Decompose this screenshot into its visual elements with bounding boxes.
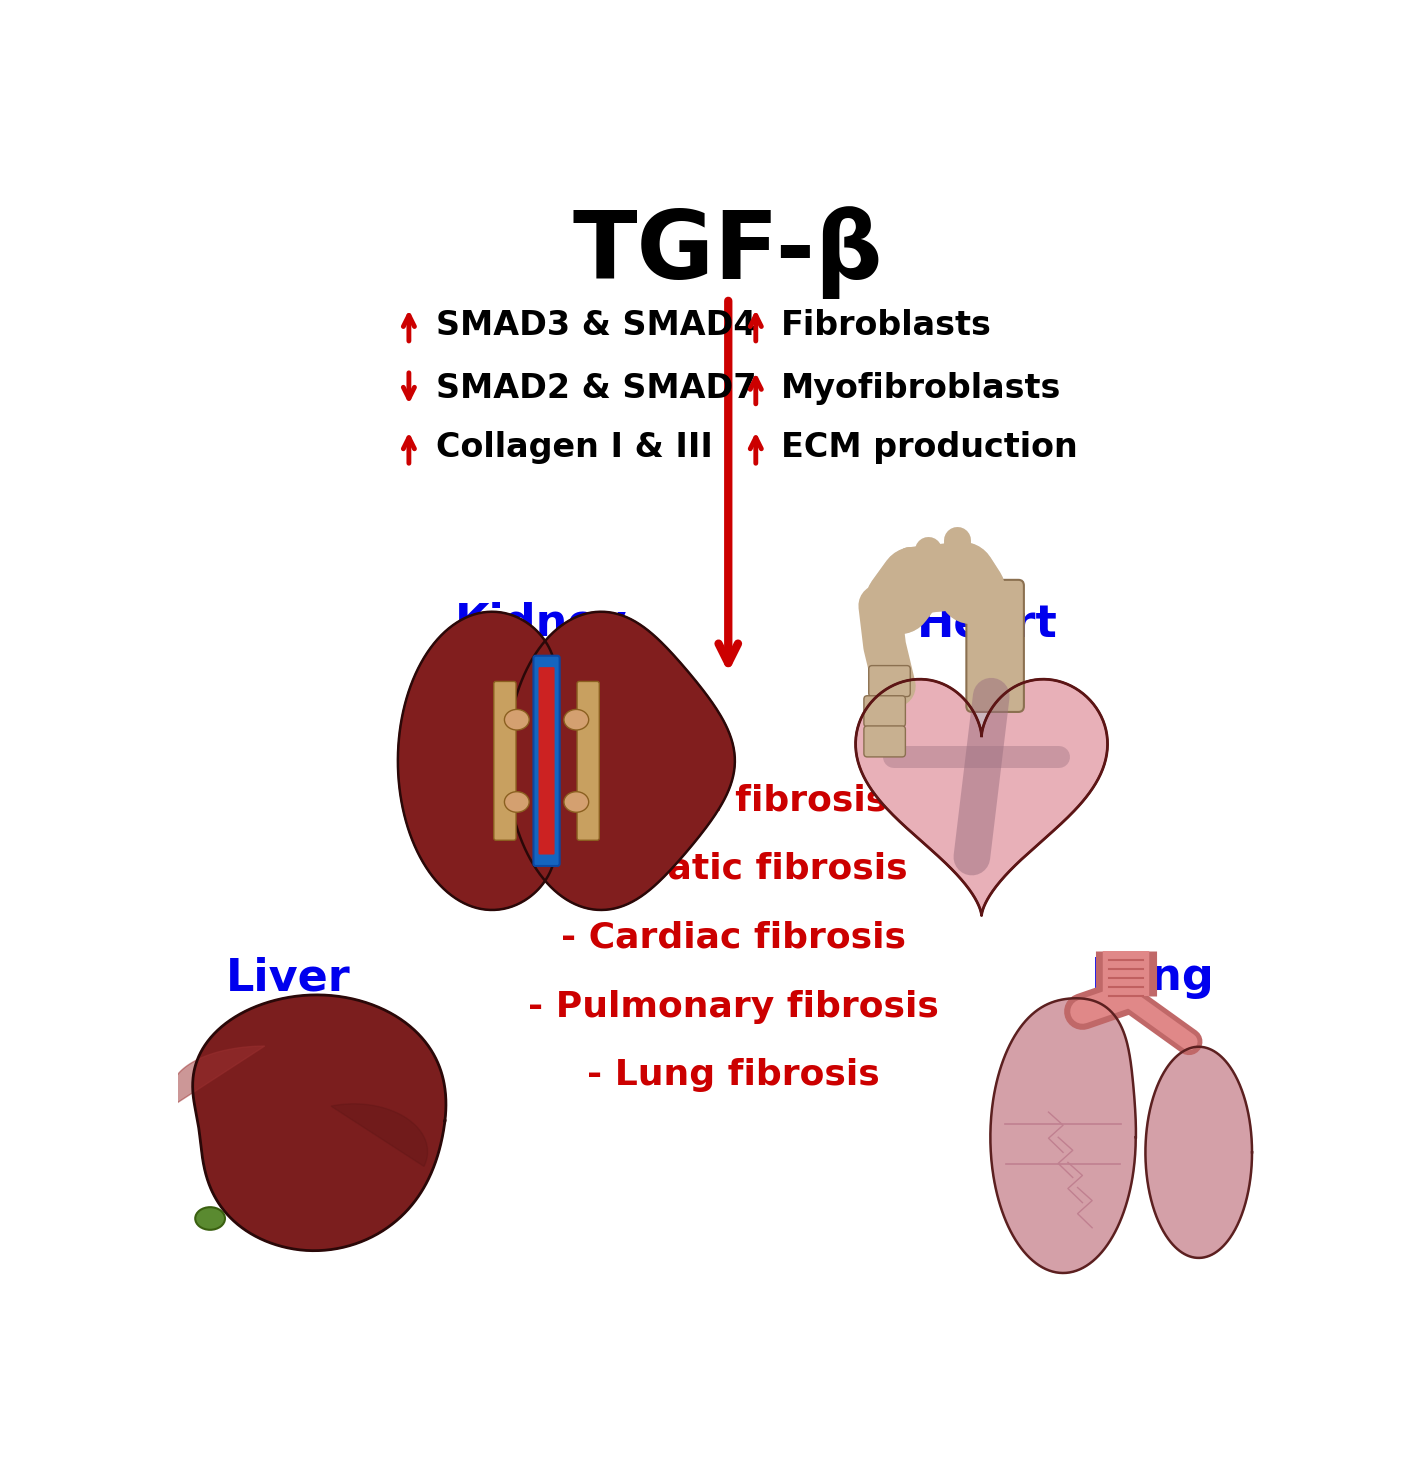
Ellipse shape bbox=[564, 709, 588, 730]
Ellipse shape bbox=[504, 709, 529, 730]
Ellipse shape bbox=[504, 791, 529, 812]
Polygon shape bbox=[172, 1046, 264, 1104]
Text: Myofibroblasts: Myofibroblasts bbox=[782, 372, 1061, 405]
Text: Liver: Liver bbox=[226, 957, 350, 999]
Text: Kidney: Kidney bbox=[455, 603, 627, 646]
FancyBboxPatch shape bbox=[539, 668, 554, 855]
Text: SMAD2 & SMAD7: SMAD2 & SMAD7 bbox=[436, 372, 757, 405]
Text: - Hepatic fibrosis: - Hepatic fibrosis bbox=[560, 852, 908, 886]
Ellipse shape bbox=[564, 791, 588, 812]
FancyBboxPatch shape bbox=[495, 681, 516, 840]
Text: Collagen I & III: Collagen I & III bbox=[436, 432, 713, 464]
Text: TGF-β: TGF-β bbox=[573, 206, 884, 300]
Text: - Lung fibrosis: - Lung fibrosis bbox=[587, 1058, 880, 1092]
Ellipse shape bbox=[195, 1206, 225, 1230]
FancyBboxPatch shape bbox=[966, 580, 1025, 712]
FancyBboxPatch shape bbox=[577, 681, 600, 840]
Polygon shape bbox=[398, 611, 557, 910]
Text: Lung: Lung bbox=[1090, 957, 1214, 999]
Text: ECM production: ECM production bbox=[782, 432, 1079, 464]
FancyBboxPatch shape bbox=[864, 696, 905, 727]
Polygon shape bbox=[193, 994, 446, 1251]
Polygon shape bbox=[331, 1104, 428, 1166]
FancyBboxPatch shape bbox=[868, 666, 911, 696]
Text: - Pulmonary fibrosis: - Pulmonary fibrosis bbox=[529, 990, 939, 1024]
Text: SMAD3 & SMAD4: SMAD3 & SMAD4 bbox=[436, 309, 757, 341]
Polygon shape bbox=[1145, 1046, 1252, 1258]
Text: - Cardiac fibrosis: - Cardiac fibrosis bbox=[561, 922, 907, 956]
Polygon shape bbox=[507, 611, 735, 910]
FancyBboxPatch shape bbox=[864, 726, 905, 757]
Polygon shape bbox=[990, 999, 1135, 1273]
Text: - Renal fibrosis: - Renal fibrosis bbox=[580, 784, 887, 818]
Polygon shape bbox=[398, 611, 557, 910]
FancyBboxPatch shape bbox=[533, 656, 560, 867]
Text: Heart: Heart bbox=[917, 603, 1057, 646]
Polygon shape bbox=[855, 680, 1107, 916]
Text: Fibroblasts: Fibroblasts bbox=[782, 309, 992, 341]
Polygon shape bbox=[507, 611, 735, 910]
